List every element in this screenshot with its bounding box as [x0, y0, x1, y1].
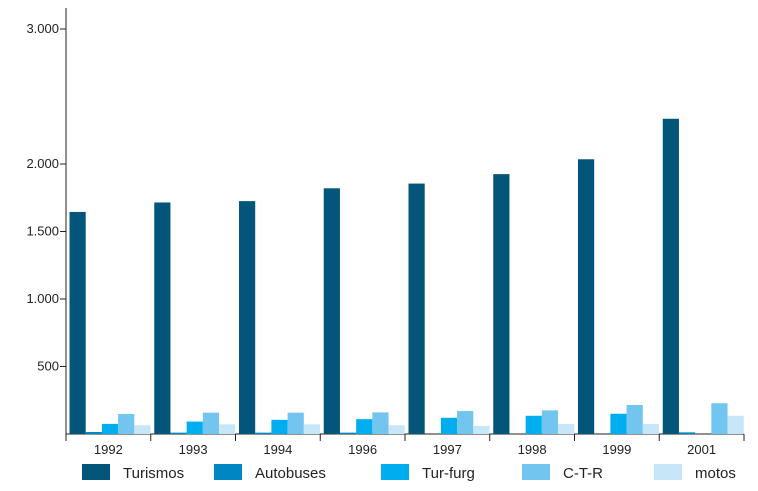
- legend-swatch-autobuses: [214, 464, 242, 480]
- bar-autobuses-2001: [678, 432, 696, 434]
- bar-c-t-r-1993: [202, 412, 220, 434]
- legend-swatch-tur-furg: [381, 464, 409, 480]
- legend: Turismos Autobuses Tur-furg C-T-R motos: [82, 464, 736, 482]
- legend-label-tur-furg: Tur-furg: [422, 465, 475, 482]
- bar-turismos-1996: [323, 188, 340, 434]
- bar-tur-furg-1999: [610, 413, 627, 434]
- x-tick-label: 2001: [687, 442, 716, 457]
- bar-turismos-1992: [69, 211, 86, 434]
- y-tick-label: 1.500: [26, 224, 59, 239]
- bar-turismos-2001: [662, 118, 679, 435]
- bar-c-t-r-1997: [457, 411, 474, 434]
- bar-motos-2001: [727, 415, 744, 434]
- legend-swatch-turismos: [82, 464, 110, 480]
- legend-label-turismos: Turismos: [123, 465, 184, 482]
- x-tick-label: 1992: [94, 442, 123, 457]
- bar-tur-furg-1994: [271, 419, 288, 434]
- x-tick-label: 1997: [433, 442, 462, 457]
- bar-motos-1992: [134, 425, 151, 434]
- bar-c-t-r-2001: [711, 403, 728, 434]
- bar-motos-1994: [303, 424, 320, 434]
- bar-turismos-1994: [239, 201, 256, 434]
- legend-label-motos: motos: [695, 465, 736, 482]
- bar-motos-1993: [219, 424, 236, 434]
- legend-label-autobuses: Autobuses: [255, 465, 326, 482]
- bar-autobuses-1996: [339, 432, 357, 434]
- bar-motos-1998: [558, 423, 575, 435]
- x-tick-label: 1994: [263, 442, 292, 457]
- bar-motos-1996: [388, 425, 405, 434]
- x-tick-label: 1998: [518, 442, 547, 457]
- bar-turismos-1993: [154, 202, 171, 434]
- bar-c-t-r-1994: [287, 412, 304, 434]
- bar-autobuses-1994: [255, 432, 272, 434]
- bar-c-t-r-1998: [541, 410, 559, 435]
- bar-turismos-1999: [578, 159, 595, 434]
- bar-tur-furg-1993: [186, 421, 203, 434]
- x-tick-label: 1996: [348, 442, 377, 457]
- bar-c-t-r-1996: [372, 412, 389, 434]
- y-tick-label: 3.000: [26, 21, 59, 36]
- bar-tur-furg-1992: [101, 423, 119, 435]
- bar-tur-furg-1998: [525, 415, 542, 434]
- bars: [69, 118, 744, 435]
- bar-autobuses-1992: [85, 431, 102, 434]
- bar-motos-1997: [473, 425, 490, 434]
- y-tick-label: 1.000: [26, 291, 59, 306]
- bar-c-t-r-1992: [118, 414, 135, 434]
- y-tick-label: 500: [37, 359, 59, 374]
- x-tick-label: 1999: [602, 442, 631, 457]
- bar-c-t-r-1999: [626, 404, 643, 434]
- legend-swatch-motos: [654, 464, 682, 480]
- y-axis: 500 1.000 1.500 2.000 3.000: [26, 8, 67, 434]
- bar-turismos-1997: [408, 183, 425, 434]
- bar-motos-1999: [642, 423, 659, 435]
- bar-turismos-1998: [493, 174, 510, 435]
- bar-tur-furg-1996: [356, 419, 373, 434]
- x-axis: 1992 1993 1994 1996 1997 1998 1999 2001: [65, 433, 745, 457]
- bar-autobuses-1993: [170, 432, 187, 434]
- bar-tur-furg-1997: [440, 417, 458, 434]
- y-tick-label: 2.000: [26, 156, 59, 171]
- legend-swatch-c-t-r: [522, 464, 550, 480]
- x-tick-label: 1993: [179, 442, 208, 457]
- legend-label-c-t-r: C-T-R: [563, 465, 603, 482]
